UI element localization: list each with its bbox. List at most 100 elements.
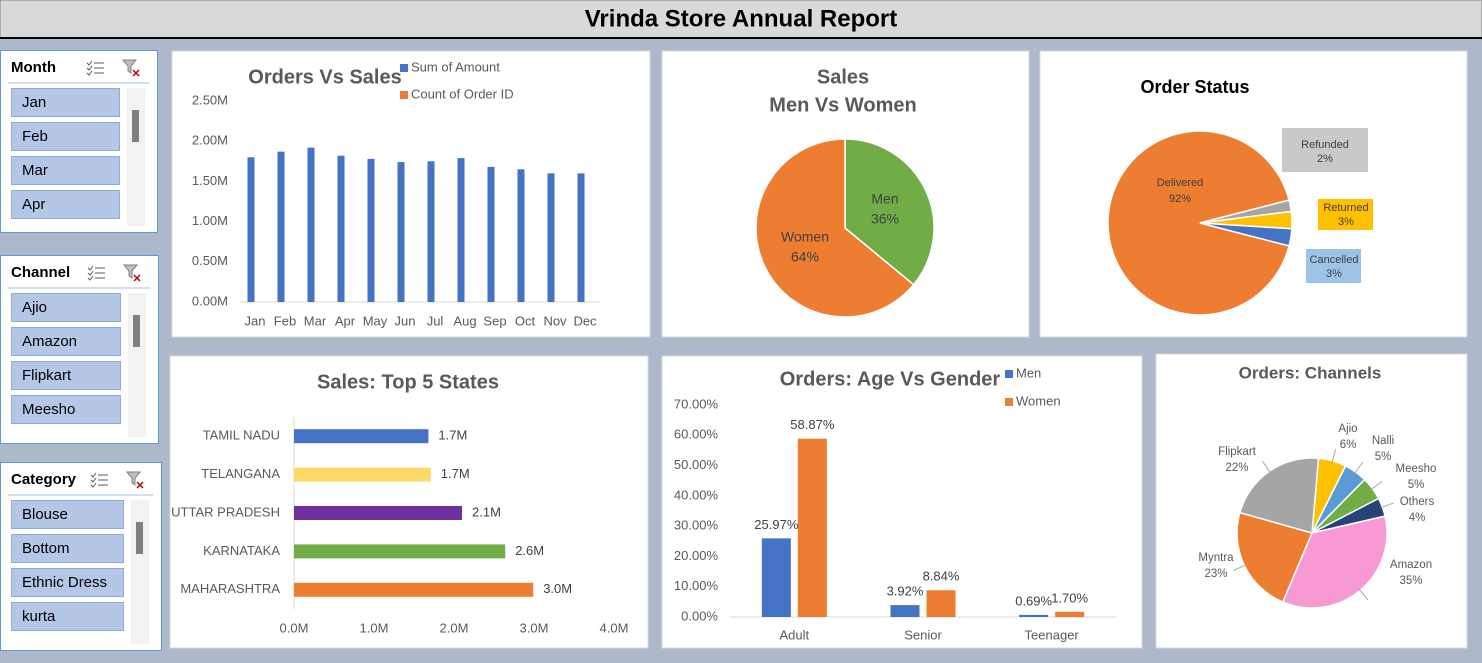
y-tick-label: MAHARASHTRA (180, 581, 280, 596)
y-tick-label: 1.00M (192, 213, 228, 228)
bar (294, 506, 462, 520)
slice-value: 36% (871, 211, 899, 227)
scrollbar-track (131, 500, 149, 644)
x-tick-label: May (363, 313, 388, 328)
slicer-item[interactable] (11, 327, 121, 356)
y-tick-label: 10.00% (674, 578, 719, 593)
clear-filter-icon (133, 274, 141, 282)
x-tick-label: Nov (543, 313, 567, 328)
bar (517, 169, 525, 302)
y-tick-label: TELANGANA (201, 466, 280, 481)
x-tick-label: Jul (427, 313, 444, 328)
slicer-item-label[interactable]: Ethnic Dress (22, 574, 107, 591)
bar (1019, 614, 1049, 617)
slicer-item[interactable] (11, 190, 120, 219)
slice-label: Nalli (1372, 435, 1394, 447)
x-tick-label: Feb (274, 313, 296, 328)
slicer-item[interactable] (11, 500, 124, 529)
data-label: 58.87% (790, 417, 835, 432)
slice-value: 6% (1340, 439, 1357, 451)
scrollbar-track (127, 88, 145, 226)
slicer-item-label[interactable]: Bottom (22, 540, 70, 557)
slicer-item[interactable] (11, 568, 124, 597)
slice-label: Others (1400, 496, 1435, 508)
clear-filter-icon (122, 264, 139, 279)
leader-line (1380, 502, 1394, 509)
slicer-item-label[interactable]: Apr (22, 196, 45, 213)
slice-label: Refunded (1301, 139, 1349, 151)
slicer-title: Channel (11, 264, 70, 281)
bar (457, 158, 465, 302)
bar (1055, 611, 1085, 617)
slicer-item-label[interactable]: Flipkart (22, 367, 72, 384)
x-tick-label: Teenager (1025, 627, 1080, 642)
dashboard-title: Vrinda Store Annual Report (585, 5, 897, 32)
slice-value: 2% (1317, 153, 1333, 165)
x-tick-label: 0.0M (280, 620, 309, 635)
y-tick-label: 1.50M (192, 173, 228, 188)
slicer-item-label[interactable]: Meesho (22, 401, 75, 418)
clear-filter-icon (132, 69, 140, 77)
slicer-item[interactable] (11, 534, 124, 563)
slicer-item[interactable] (11, 88, 120, 117)
x-tick-label: Adult (780, 627, 810, 642)
slicer-item-label[interactable]: Jan (22, 94, 46, 111)
slicer-item[interactable] (11, 395, 121, 424)
y-tick-label: UTTAR PRADESH (171, 504, 280, 519)
y-tick-label: 0.50M (192, 253, 228, 268)
clear-filter-icon (125, 471, 142, 486)
x-tick-label: Sep (483, 313, 506, 328)
slicer-item[interactable] (11, 293, 121, 322)
bar (294, 429, 429, 444)
slice-value: 4% (1409, 512, 1426, 524)
chart-title: Sales (817, 66, 869, 88)
slicer-item-label[interactable]: Feb (22, 128, 48, 145)
panel (661, 355, 1143, 649)
y-tick-label: TAMIL NADU (203, 428, 280, 443)
slicer-item[interactable] (11, 361, 121, 390)
y-tick-label: 0.00M (192, 293, 228, 308)
data-label: 8.84% (923, 569, 960, 584)
slicer-item-label[interactable]: kurta (22, 608, 56, 625)
y-tick-label: 2.50M (192, 92, 228, 107)
slicer-item-label[interactable]: Blouse (22, 506, 68, 523)
slicer-item-label[interactable]: Ajio (22, 299, 47, 316)
y-tick-label: 70.00% (674, 396, 719, 411)
chart-title: Order Status (1140, 77, 1249, 97)
legend-label: Men (1016, 365, 1041, 380)
scrollbar-track (128, 293, 146, 437)
slicer-item[interactable] (11, 122, 120, 151)
leader-line (1262, 461, 1271, 474)
bar (577, 173, 585, 302)
x-tick-label: 1.0M (360, 620, 389, 635)
x-tick-label: Dec (573, 313, 597, 328)
clear-filter-icon (136, 481, 144, 489)
bar (247, 157, 255, 302)
x-tick-label: 2.0M (440, 620, 469, 635)
slice-label: Delivered (1157, 177, 1203, 189)
data-label: 1.70% (1051, 590, 1088, 605)
slice-value: 35% (1399, 575, 1422, 587)
slicer-item[interactable] (11, 602, 124, 631)
leader-line (1358, 588, 1369, 600)
y-tick-label: KARNATAKA (203, 543, 280, 558)
y-tick-label: 30.00% (674, 518, 719, 533)
bar (367, 158, 375, 302)
y-tick-label: 60.00% (674, 427, 719, 442)
y-tick-label: 40.00% (674, 487, 719, 502)
legend-swatch (1005, 398, 1013, 406)
chart-title: Sales: Top 5 States (317, 371, 499, 393)
slice-label: Cancelled (1310, 254, 1359, 266)
data-label: 2.6M (515, 543, 544, 558)
multi-select-icon (90, 472, 97, 488)
x-tick-label: Jun (395, 313, 416, 328)
charts: Orders Vs Sales 0.00M 0.50M 1.00M 1.50M 2.00M… (171, 59, 1436, 642)
slice-value: 23% (1204, 568, 1227, 580)
slicer-item-label[interactable]: Mar (22, 162, 48, 179)
x-tick-label: 3.0M (520, 620, 549, 635)
slicer-item-label[interactable]: Amazon (22, 333, 77, 350)
slicer-item[interactable] (11, 156, 120, 185)
slice-label: Flipkart (1218, 446, 1257, 458)
